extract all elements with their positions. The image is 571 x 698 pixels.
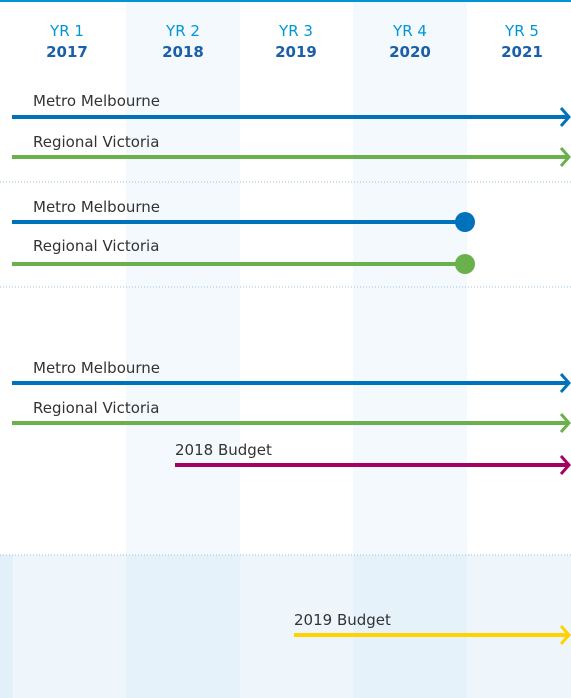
arrow bbox=[559, 413, 571, 433]
arrow bbox=[559, 373, 571, 393]
year: 2018 bbox=[162, 43, 204, 61]
year-label: YR 4 bbox=[392, 22, 427, 40]
column-shade bbox=[353, 0, 467, 555]
arrow bbox=[559, 107, 571, 127]
year: 2019 bbox=[275, 43, 317, 61]
end-dot bbox=[455, 254, 475, 274]
arrow bbox=[559, 455, 571, 475]
column-shade bbox=[353, 555, 467, 698]
year: 2017 bbox=[46, 43, 88, 61]
row-label: Regional Victoria bbox=[33, 399, 159, 417]
column-shade bbox=[126, 555, 240, 698]
row-label: Metro Melbourne bbox=[33, 92, 160, 110]
row-label: Metro Melbourne bbox=[33, 198, 160, 216]
column-shade bbox=[0, 555, 13, 698]
row-label: 2019 Budget bbox=[294, 611, 391, 629]
year-label: YR 2 bbox=[165, 22, 200, 40]
year-label: YR 1 bbox=[49, 22, 84, 40]
section-shade bbox=[0, 555, 571, 698]
year-label: YR 5 bbox=[504, 22, 539, 40]
column-shade bbox=[126, 0, 240, 555]
row-label: Regional Victoria bbox=[33, 237, 159, 255]
year-label: YR 3 bbox=[278, 22, 313, 40]
year: 2021 bbox=[501, 43, 543, 61]
row-label: Metro Melbourne bbox=[33, 359, 160, 377]
row-label: Regional Victoria bbox=[33, 133, 159, 151]
end-dot bbox=[455, 212, 475, 232]
arrow bbox=[559, 625, 571, 645]
arrow bbox=[559, 147, 571, 167]
row-label: 2018 Budget bbox=[175, 441, 272, 459]
year: 2020 bbox=[389, 43, 431, 61]
